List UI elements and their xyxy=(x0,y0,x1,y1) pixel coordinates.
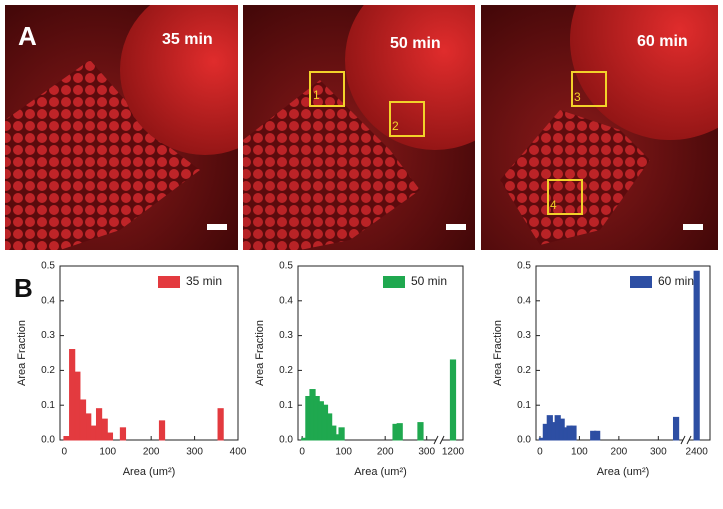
axis-break xyxy=(433,435,445,445)
y-tick-label: 0.2 xyxy=(517,365,531,376)
y-tick-label: 0.1 xyxy=(517,400,531,411)
bar xyxy=(672,416,680,441)
time-label: 50 min xyxy=(390,35,441,52)
bar xyxy=(95,408,103,441)
y-tick-label: 0.0 xyxy=(279,435,293,446)
bar xyxy=(106,432,114,441)
plot-frame xyxy=(59,265,239,441)
roi-label: 2 xyxy=(392,119,399,133)
axis-break-gap xyxy=(683,436,689,444)
bar xyxy=(396,423,403,441)
bar xyxy=(85,413,92,441)
x-axis-title: Area (um²) xyxy=(354,466,407,478)
legend-label: 50 min xyxy=(411,274,447,288)
roi-label: 3 xyxy=(574,90,581,104)
panel-label: A xyxy=(18,21,37,51)
y-tick-label: 0.4 xyxy=(279,295,293,306)
roi-label: 1 xyxy=(313,88,320,102)
bar xyxy=(74,371,81,441)
bar xyxy=(217,408,224,441)
y-tick-label: 0.5 xyxy=(41,261,55,272)
x-axis-title: Area (um²) xyxy=(123,466,176,478)
bar xyxy=(693,270,700,441)
x-tick-label: 200 xyxy=(611,447,628,458)
y-axis-title: Area Fraction xyxy=(254,320,266,386)
axis-break-gap xyxy=(436,436,442,444)
time-label: 35 min xyxy=(162,31,213,48)
bar xyxy=(449,359,457,441)
legend-label: 35 min xyxy=(186,274,222,288)
x-tick-label: 300 xyxy=(650,447,667,458)
micrograph xyxy=(481,5,718,250)
y-tick-label: 0.3 xyxy=(279,330,293,341)
y-tick-label: 0.1 xyxy=(41,400,55,411)
y-tick-label: 0.2 xyxy=(279,365,293,376)
x-tick-label: 0 xyxy=(537,447,543,458)
bar xyxy=(119,427,127,441)
bar xyxy=(69,349,76,441)
bar xyxy=(330,425,337,441)
x-tick-label: 100 xyxy=(335,447,352,458)
roi-label: 4 xyxy=(550,198,557,212)
y-tick-label: 0.4 xyxy=(41,295,55,306)
bar xyxy=(63,436,70,441)
y-tick-label: 0.0 xyxy=(41,435,55,446)
bar xyxy=(79,399,87,441)
y-axis-title: Area Fraction xyxy=(492,320,504,386)
y-tick-label: 0.1 xyxy=(279,400,293,411)
bar xyxy=(594,430,601,441)
x-tick-label: 0 xyxy=(299,447,305,458)
bar xyxy=(338,427,345,441)
micrograph xyxy=(243,5,475,250)
x-tick-label: 300 xyxy=(186,447,203,458)
x-tick-label: 200 xyxy=(143,447,160,458)
y-tick-label: 0.2 xyxy=(41,365,55,376)
y-tick-label: 0.4 xyxy=(517,295,531,306)
y-tick-label: 0.5 xyxy=(279,261,293,272)
x-tick-label: 300 xyxy=(418,447,435,458)
y-axis-title: Area Fraction xyxy=(16,320,28,386)
legend-label: 60 min xyxy=(658,274,694,288)
legend-swatch xyxy=(158,276,180,288)
y-tick-label: 0.0 xyxy=(517,435,531,446)
legend-swatch xyxy=(383,276,405,288)
bar xyxy=(417,422,424,441)
time-label: 60 min xyxy=(637,33,688,50)
x-axis-title: Area (um²) xyxy=(597,466,650,478)
x-tick-label: 100 xyxy=(99,447,116,458)
y-tick-label: 0.3 xyxy=(517,330,531,341)
x-tick-label: 400 xyxy=(230,447,247,458)
bar xyxy=(158,420,166,441)
plot-frame xyxy=(535,265,711,441)
panel-label: B xyxy=(14,273,33,303)
x-tick-label: 1200 xyxy=(442,447,465,458)
roi-boxes xyxy=(309,71,607,215)
x-tick-label: 2400 xyxy=(686,447,709,458)
scale-bars xyxy=(207,224,703,230)
x-tick-label: 200 xyxy=(377,447,394,458)
legend-swatch xyxy=(630,276,652,288)
axis-break xyxy=(680,435,692,445)
x-tick-label: 100 xyxy=(571,447,588,458)
y-tick-label: 0.3 xyxy=(41,330,55,341)
bar xyxy=(90,425,97,441)
micrograph xyxy=(5,5,238,250)
y-tick-label: 0.5 xyxy=(517,261,531,272)
x-tick-label: 0 xyxy=(62,447,68,458)
bar xyxy=(570,425,577,441)
bar xyxy=(101,418,108,441)
plot-frame xyxy=(297,265,464,441)
